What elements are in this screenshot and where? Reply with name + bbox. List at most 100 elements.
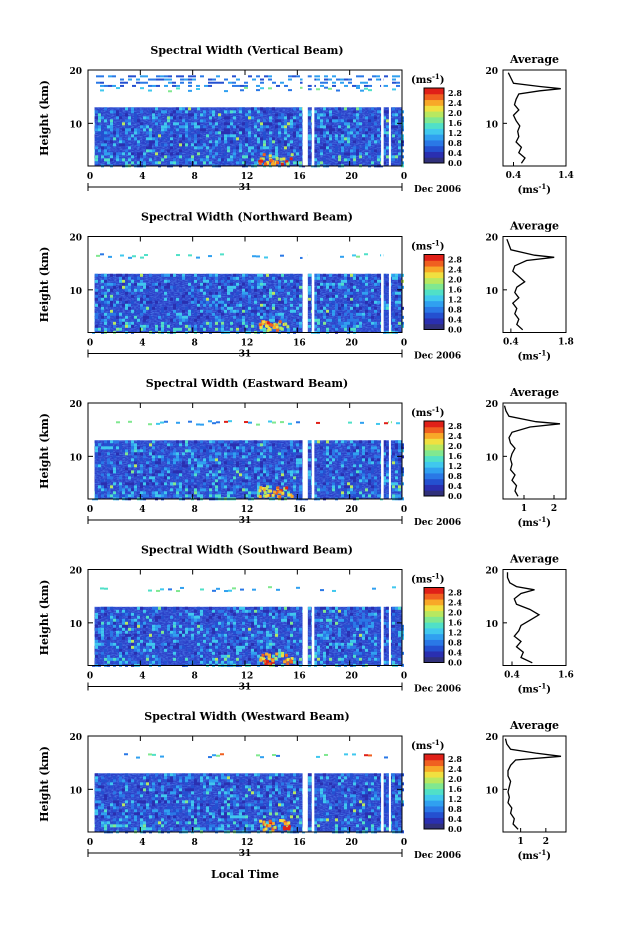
heatmap-cell (317, 657, 320, 661)
heatmap-cell (191, 633, 194, 637)
heatmap-cell (383, 636, 386, 640)
heatmap-cell (239, 315, 242, 319)
heatmap-cell (212, 473, 215, 477)
heatmap-cell (164, 630, 167, 634)
heatmap-cell (281, 128, 284, 132)
heatmap-cell (290, 273, 293, 277)
heatmap-cell (161, 152, 164, 156)
heatmap-cell (212, 476, 215, 480)
colorbar-swatch (424, 461, 444, 468)
heatmap-cell (173, 621, 176, 625)
heatmap-cell (197, 276, 200, 280)
heatmap-cell (221, 440, 224, 444)
heatmap-cell (248, 627, 251, 631)
heatmap-cell (220, 81, 224, 84)
heatmap-cell (383, 615, 386, 619)
heatmap-cell (119, 113, 122, 117)
heatmap-cell (377, 618, 380, 622)
colorbar-tick-label: 2.0 (448, 608, 462, 618)
heatmap-cell (125, 161, 128, 165)
x-tick-label: 0 (401, 172, 407, 182)
heatmap-cell (104, 794, 107, 798)
heatmap-cell (227, 627, 230, 631)
heatmap-cell (95, 303, 98, 307)
heatmap-cell (176, 470, 179, 474)
heatmap-cell (383, 116, 386, 120)
heatmap-cell (224, 309, 227, 313)
heatmap-cell (281, 273, 284, 277)
heatmap-cell (242, 606, 245, 610)
heatmap-cell (188, 648, 191, 652)
heatmap-cell (170, 443, 173, 447)
heatmap-cell (344, 285, 347, 289)
heatmap-cell (194, 491, 197, 495)
heatmap-cell (197, 131, 200, 135)
heatmap-cell (356, 125, 359, 129)
heatmap-cell (287, 291, 290, 295)
heatmap-cell (308, 464, 311, 468)
heatmap-cell (320, 113, 323, 117)
heatmap-cell (293, 300, 296, 304)
heatmap-cell (101, 146, 104, 150)
heatmap-cell (161, 785, 164, 789)
heatmap-cell (116, 110, 119, 114)
heatmap-cell (392, 312, 395, 316)
heatmap-cell (341, 122, 344, 126)
heatmap-cell (338, 609, 341, 613)
heatmap-cell (216, 75, 220, 78)
heatmap-cell (197, 455, 200, 459)
heatmap-cell (98, 782, 101, 786)
heatmap-cell (266, 125, 269, 129)
heatmap-cell (284, 300, 287, 304)
heatmap-cell (209, 809, 212, 813)
heatmap-cell (200, 309, 203, 313)
heatmap-cell (356, 86, 360, 89)
heatmap-cell (350, 119, 353, 123)
heatmap-cell (230, 818, 233, 822)
heatmap-cell (188, 612, 191, 616)
heatmap-cell (131, 621, 134, 625)
heatmap-cell (377, 110, 380, 114)
heatmap-cell (371, 624, 374, 628)
heatmap-cell (341, 654, 344, 658)
heatmap-cell (125, 800, 128, 804)
heatmap-cell (299, 443, 302, 447)
heatmap-cell (236, 84, 240, 87)
heatmap-cell (176, 482, 179, 486)
heatmap-cell (185, 158, 188, 162)
heatmap-cell (272, 137, 275, 141)
heatmap-cell (248, 645, 251, 649)
heatmap-cell (170, 318, 173, 322)
heatmap-cell (116, 87, 120, 90)
heatmap-cell (386, 624, 389, 628)
heatmap-cell (386, 606, 389, 610)
heatmap-cell (158, 134, 161, 138)
heatmap-cell (269, 119, 272, 123)
heatmap-cell (164, 288, 167, 292)
heatmap-cell (176, 421, 180, 424)
heatmap-cell (341, 645, 344, 649)
heatmap-cell (221, 482, 224, 486)
heatmap-cell (251, 312, 254, 316)
heatmap-cell (179, 794, 182, 798)
heatmap-cell (107, 300, 110, 304)
heatmap-cell (275, 318, 278, 322)
heatmap-cell (317, 273, 320, 277)
heatmap-cell (371, 491, 374, 495)
heatmap-cell (263, 315, 266, 319)
heatmap-cell (299, 491, 302, 495)
heatmap-cell (308, 470, 311, 474)
heatmap-cell (308, 134, 311, 138)
heatmap-cell (377, 461, 380, 465)
heatmap-cell (248, 494, 251, 498)
heatmap-cell (287, 122, 290, 126)
heatmap-cell (348, 81, 352, 84)
heatmap-cell (227, 131, 230, 135)
heatmap-cell (344, 84, 348, 87)
heatmap-cell (200, 146, 203, 150)
heatmap-cell (221, 312, 224, 316)
heatmap-cell (122, 128, 125, 132)
heatmap-cell (299, 161, 302, 165)
heatmap-cell (392, 461, 395, 465)
heatmap-cell (125, 306, 128, 310)
